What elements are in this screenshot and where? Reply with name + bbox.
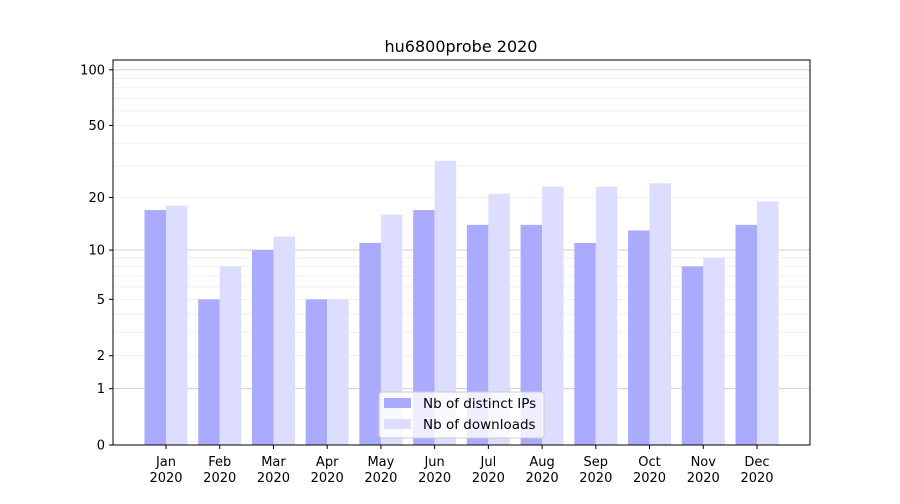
x-tick-label: Jun 2020 bbox=[418, 455, 451, 486]
x-tick-label: Oct 2020 bbox=[633, 455, 666, 486]
x-tick-label: Mar 2020 bbox=[257, 455, 290, 486]
x-tick-label: Nov 2020 bbox=[687, 455, 720, 486]
bar-ips bbox=[735, 224, 757, 445]
x-tick-label: Jan 2020 bbox=[149, 455, 182, 486]
x-tick-label: Feb 2020 bbox=[203, 455, 236, 486]
bar-ips bbox=[305, 299, 328, 445]
bar-ips bbox=[251, 250, 274, 445]
bar-downloads bbox=[649, 183, 672, 445]
y-tick-label: 50 bbox=[88, 119, 105, 134]
x-tick-label: Jul 2020 bbox=[472, 455, 505, 486]
bar-downloads bbox=[380, 214, 403, 445]
y-tick-label: 0 bbox=[97, 439, 105, 454]
y-tick-label: 1 bbox=[97, 382, 105, 397]
legend-swatch-downloads bbox=[384, 419, 411, 429]
bar-downloads bbox=[327, 299, 349, 445]
bar-downloads bbox=[595, 186, 618, 446]
y-tick-label: 10 bbox=[88, 244, 105, 259]
bar-ips bbox=[413, 210, 435, 445]
x-tick-label: Apr 2020 bbox=[311, 455, 344, 486]
bar-ips bbox=[681, 266, 704, 445]
legend-box bbox=[378, 391, 545, 439]
bar-ips bbox=[574, 243, 596, 445]
bar-downloads bbox=[703, 257, 725, 445]
bar-ips bbox=[359, 243, 381, 445]
bar-downloads bbox=[542, 186, 564, 446]
bar-ips bbox=[628, 230, 650, 445]
x-tick-label: Dec 2020 bbox=[740, 455, 773, 486]
x-tick-label: Sep 2020 bbox=[579, 455, 612, 486]
plot-frame bbox=[112, 59, 811, 446]
bar-downloads bbox=[757, 201, 779, 445]
bar-downloads bbox=[273, 236, 295, 445]
y-tick-label: 5 bbox=[97, 293, 105, 308]
bar-ips bbox=[520, 224, 543, 445]
bar-ips bbox=[144, 210, 166, 445]
y-tick-label: 100 bbox=[80, 63, 105, 78]
legend-swatch-ips bbox=[384, 398, 411, 408]
bar-ips bbox=[466, 224, 489, 445]
x-tick-label: Aug 2020 bbox=[526, 455, 559, 486]
bar-downloads bbox=[219, 266, 242, 445]
y-tick-label: 2 bbox=[97, 349, 105, 364]
x-tick-label: May 2020 bbox=[364, 455, 397, 486]
bar-ips bbox=[198, 299, 220, 445]
legend: Nb of distinct IPs Nb of downloads bbox=[378, 391, 545, 439]
legend-label-downloads: Nb of downloads bbox=[423, 417, 536, 433]
bar-downloads bbox=[434, 160, 457, 445]
legend-label-ips: Nb of distinct IPs bbox=[423, 396, 536, 412]
bar-downloads bbox=[488, 193, 510, 445]
chart-title: hu6800probe 2020 bbox=[385, 37, 538, 56]
bar-downloads bbox=[166, 205, 188, 445]
y-tick-label: 20 bbox=[88, 191, 105, 206]
